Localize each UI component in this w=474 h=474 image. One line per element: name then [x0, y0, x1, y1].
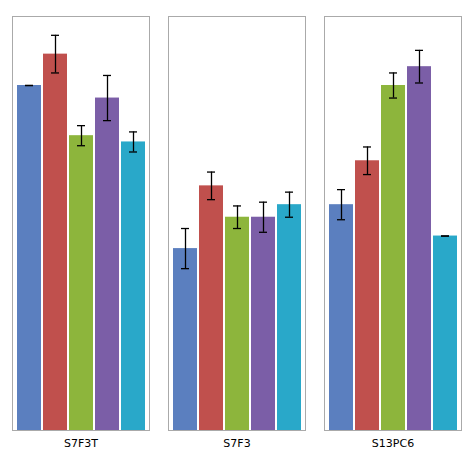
svg-text:S13PC6: S13PC6: [372, 437, 414, 450]
svg-text:S7F3T: S7F3T: [64, 437, 98, 450]
svg-text:S7F3: S7F3: [223, 437, 250, 450]
